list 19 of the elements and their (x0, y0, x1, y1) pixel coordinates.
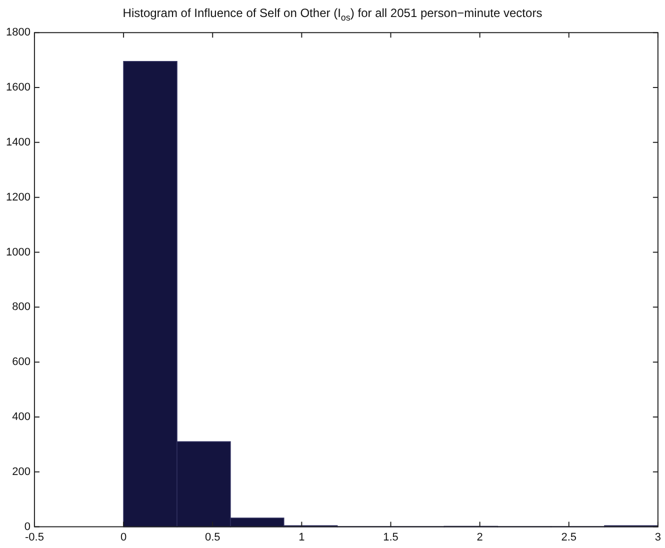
x-tick-label: 1 (298, 531, 305, 544)
y-tick-label: 800 (12, 301, 30, 314)
y-tick-label: 1800 (6, 26, 30, 39)
y-tick-label: 1600 (6, 82, 30, 94)
y-tick-label: 1400 (6, 136, 30, 148)
x-tick-label: 2.5 (561, 531, 577, 544)
y-tick-label: 200 (12, 466, 30, 478)
y-tick-label: 600 (12, 356, 30, 368)
y-tick-label: 0 (24, 520, 30, 533)
x-tick-label: -0.5 (24, 531, 44, 544)
x-tick-label: 1.5 (383, 531, 398, 544)
x-tick-label: 0.5 (204, 531, 220, 544)
x-tick-label: 3 (654, 531, 662, 544)
x-tick-label: 2 (476, 531, 483, 544)
y-tick-label: 1000 (6, 246, 30, 258)
chart-title: Histogram of Influence of Self on Other (I$_{os}$) for all 2051 person−minute vectors (122, 6, 544, 22)
x-tick-label: 0 (120, 531, 127, 544)
y-tick-label: 1200 (6, 191, 30, 204)
y-tick-label: 400 (12, 411, 30, 424)
